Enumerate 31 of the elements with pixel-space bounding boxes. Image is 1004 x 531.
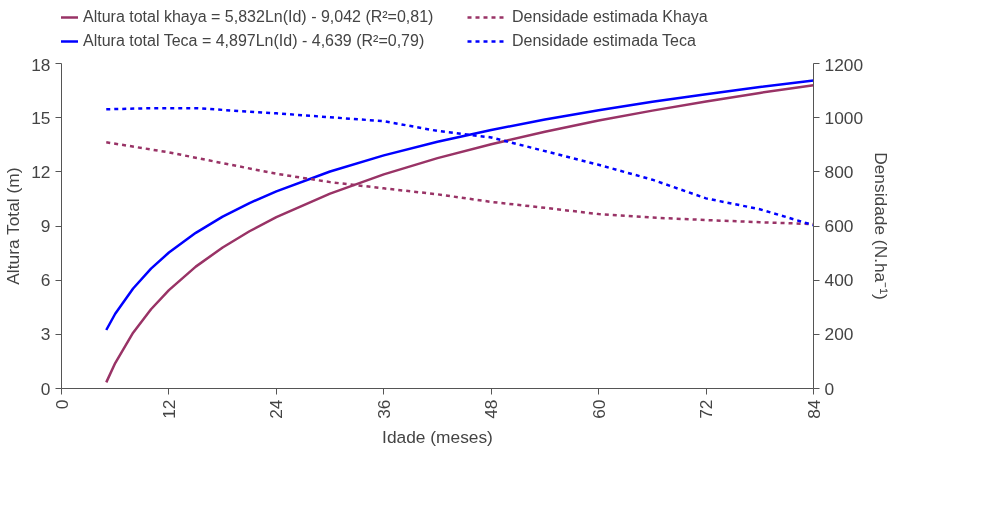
x-axis-title: Idade (meses) [382,426,493,447]
x-tick-label: 48 [481,399,502,419]
line-series [105,79,814,332]
x-tick-label: 12 [158,399,179,419]
x-tick-label: 72 [696,399,717,419]
y2-tick-label: 1200 [824,54,864,75]
y2-tick-label: 600 [824,216,854,236]
y2-tick-label: 800 [824,161,854,182]
legend-label: Densidade estimada Teca [512,32,697,50]
x-tick-label: 24 [266,399,287,419]
line-series [105,83,814,384]
y2-tick-label: 1000 [824,107,864,128]
y-tick-label: 15 [31,107,51,128]
legend-label: Altura total khaya = 5,832Ln(Id) - 9,042 (R²=0,81) [83,8,435,26]
legend-label: Altura total Teca = 4,897Ln(Id) - 4,639 (R²=0,79) [83,32,426,50]
y-tick-label: 12 [31,161,51,182]
x-tick-label: 60 [588,399,609,419]
y2-axis-title: Densidade (N.ha⁻¹) [871,152,892,300]
legend-label: Densidade estimada Khaya [512,8,709,26]
y-tick-label: 3 [40,324,51,345]
y2-tick-label: 0 [824,378,835,399]
y2-tick-label: 200 [824,324,854,345]
x-tick-label: 36 [373,399,394,419]
y-tick-label: 0 [40,378,51,399]
y2-tick-label: 400 [824,270,854,291]
y-axis-title: Altura Total (m) [3,167,24,285]
y-tick-label: 18 [31,54,51,75]
y-tick-label: 9 [40,216,51,236]
x-tick-label: 0 [51,399,72,410]
y-tick-label: 6 [40,270,51,291]
x-tick-label: 84 [803,399,824,419]
